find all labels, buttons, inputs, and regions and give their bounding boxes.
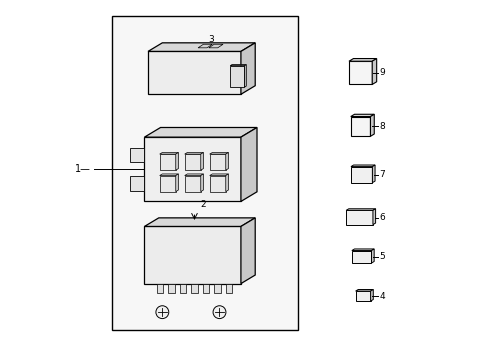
Polygon shape: [209, 174, 228, 176]
Polygon shape: [372, 209, 375, 225]
Polygon shape: [184, 174, 203, 176]
Polygon shape: [184, 176, 201, 192]
Polygon shape: [350, 167, 372, 183]
Polygon shape: [201, 153, 203, 170]
Polygon shape: [351, 251, 371, 263]
Polygon shape: [230, 64, 246, 66]
Polygon shape: [160, 176, 175, 192]
Polygon shape: [209, 154, 225, 170]
Polygon shape: [230, 66, 244, 87]
Polygon shape: [130, 176, 144, 191]
Polygon shape: [201, 174, 203, 192]
Polygon shape: [225, 284, 231, 293]
Text: 6: 6: [379, 213, 385, 222]
Polygon shape: [208, 44, 223, 48]
Polygon shape: [346, 210, 372, 225]
Text: 2: 2: [200, 199, 206, 208]
Polygon shape: [130, 148, 144, 162]
Polygon shape: [350, 165, 374, 167]
Text: 7: 7: [379, 170, 385, 179]
Polygon shape: [214, 284, 220, 293]
Polygon shape: [370, 289, 372, 301]
Polygon shape: [225, 174, 228, 192]
Polygon shape: [209, 153, 228, 154]
Polygon shape: [370, 114, 373, 136]
Polygon shape: [241, 43, 255, 94]
Polygon shape: [175, 153, 178, 170]
Polygon shape: [350, 117, 370, 136]
Polygon shape: [144, 137, 241, 202]
Text: 5: 5: [379, 252, 385, 261]
Polygon shape: [355, 289, 372, 291]
Polygon shape: [371, 249, 373, 263]
Polygon shape: [241, 127, 257, 202]
Polygon shape: [355, 291, 370, 301]
Polygon shape: [372, 165, 374, 183]
Polygon shape: [184, 153, 203, 154]
Text: 3: 3: [208, 35, 214, 44]
Polygon shape: [350, 114, 373, 117]
Polygon shape: [191, 284, 197, 293]
Polygon shape: [348, 61, 371, 85]
Polygon shape: [198, 44, 212, 48]
Text: 9: 9: [379, 68, 385, 77]
Polygon shape: [144, 218, 255, 226]
Circle shape: [213, 306, 225, 319]
Polygon shape: [175, 174, 178, 192]
Polygon shape: [209, 176, 225, 192]
Polygon shape: [351, 249, 373, 251]
Circle shape: [156, 306, 168, 319]
Polygon shape: [241, 218, 255, 284]
Polygon shape: [160, 174, 178, 176]
Polygon shape: [148, 51, 241, 94]
Polygon shape: [144, 226, 241, 284]
Polygon shape: [348, 59, 376, 61]
Text: 1—: 1—: [75, 164, 91, 174]
Polygon shape: [203, 284, 209, 293]
Polygon shape: [148, 43, 255, 51]
Polygon shape: [371, 59, 376, 85]
Polygon shape: [180, 284, 186, 293]
Polygon shape: [244, 64, 246, 87]
Text: 8: 8: [379, 122, 385, 131]
Polygon shape: [157, 284, 163, 293]
Polygon shape: [144, 127, 257, 137]
Bar: [112, 16, 298, 330]
Polygon shape: [225, 153, 228, 170]
Text: 4: 4: [379, 292, 385, 301]
Polygon shape: [184, 154, 201, 170]
Polygon shape: [160, 153, 178, 154]
Polygon shape: [160, 154, 175, 170]
Polygon shape: [168, 284, 175, 293]
Polygon shape: [346, 209, 375, 210]
